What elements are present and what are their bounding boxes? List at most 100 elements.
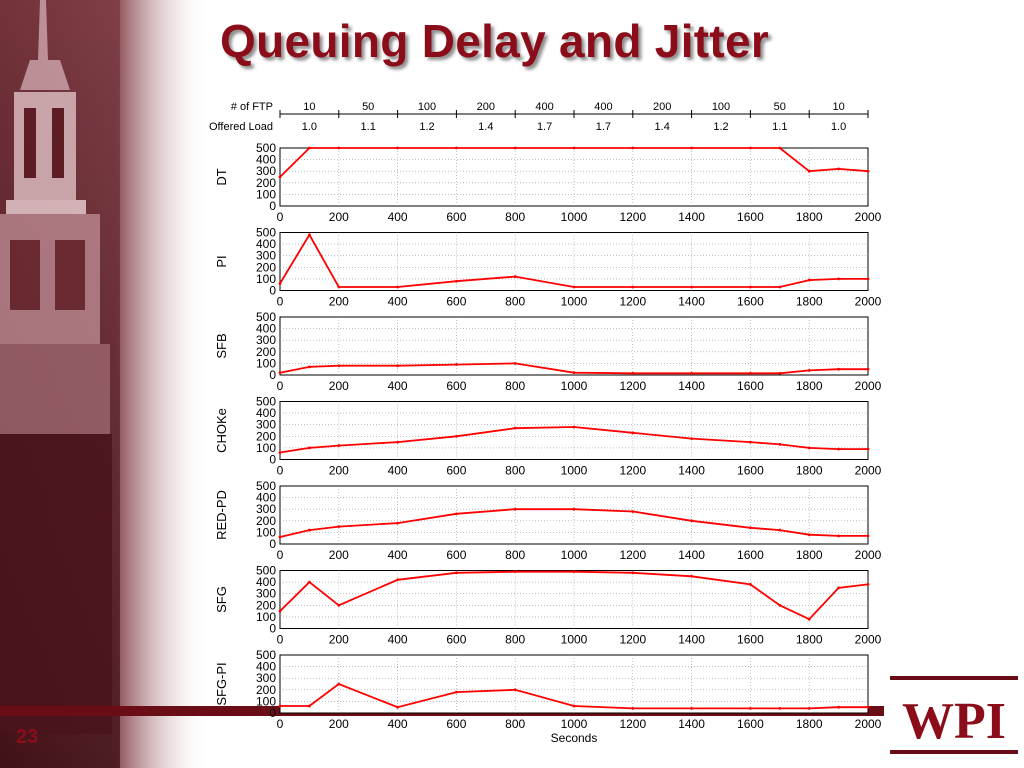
data-point	[513, 362, 517, 365]
x-tick-label: 1200	[619, 464, 646, 478]
x-tick-label: 600	[446, 464, 466, 478]
x-tick-label: 800	[505, 295, 525, 309]
data-point	[572, 570, 576, 574]
data-point	[572, 425, 576, 429]
data-point	[690, 371, 693, 375]
data-point	[690, 285, 693, 289]
x-tick-label: 1400	[678, 633, 705, 647]
x-tick-label: 2000	[855, 633, 882, 647]
tower-illustration	[0, 0, 112, 734]
x-tick-label: 400	[388, 548, 408, 562]
x-tick-label: 1200	[619, 295, 646, 309]
x-tick-label: 400	[388, 633, 408, 647]
x-tick-label: 1400	[678, 548, 705, 562]
header-cell-value: 50	[774, 101, 786, 113]
data-point	[749, 583, 752, 586]
x-tick-label: 1000	[561, 548, 588, 562]
panel-frame	[279, 232, 869, 291]
data-point	[807, 368, 811, 372]
y-tick-label: 0	[269, 622, 276, 636]
data-point	[278, 704, 282, 708]
y-tick-label: 100	[256, 356, 276, 370]
data-point	[513, 146, 517, 150]
panel-label: SFG	[214, 586, 229, 613]
y-tick-label: 200	[256, 260, 276, 274]
y-tick-label: 100	[256, 187, 276, 201]
x-tick-label: 200	[329, 295, 349, 309]
x-tick-label: 1600	[737, 717, 764, 731]
data-point	[866, 534, 870, 538]
data-point	[308, 446, 311, 450]
data-point	[513, 275, 517, 278]
header-cell-value: 400	[594, 101, 612, 113]
data-point	[866, 367, 870, 371]
x-tick-label: 1400	[678, 464, 705, 478]
x-tick-label: 2000	[855, 464, 882, 478]
data-point	[455, 363, 458, 366]
header-cell-value: 1.4	[478, 121, 493, 133]
data-point	[572, 146, 576, 150]
y-tick-label: 400	[256, 406, 276, 420]
header-cell-value: 1.4	[655, 121, 670, 133]
y-tick-label: 0	[269, 284, 276, 298]
x-tick-label: 600	[446, 633, 466, 647]
y-tick-label: 300	[256, 587, 276, 601]
data-point	[778, 528, 782, 532]
x-tick-label: 1600	[737, 633, 764, 647]
y-tick-label: 200	[256, 683, 276, 697]
x-tick-label: 600	[446, 210, 466, 224]
data-point	[690, 437, 693, 441]
data-point	[455, 512, 458, 516]
x-tick-label: 1800	[796, 379, 823, 393]
data-point	[337, 682, 341, 686]
data-point	[690, 146, 693, 150]
x-tick-label: 1200	[619, 379, 646, 393]
data-point	[278, 175, 282, 179]
x-tick-label: 1400	[678, 379, 705, 393]
data-point	[278, 371, 282, 375]
wpi-logo-text: WPI	[902, 693, 1006, 750]
data-point	[778, 146, 782, 150]
series-line	[279, 570, 869, 621]
data-point	[337, 525, 341, 528]
data-point	[837, 277, 840, 281]
y-tick-label: 500	[256, 564, 276, 578]
data-point	[278, 451, 282, 454]
y-tick-label: 0	[269, 368, 276, 382]
y-tick-label: 0	[269, 453, 276, 467]
series-line	[279, 362, 868, 375]
data-point	[778, 371, 782, 375]
x-tick-label: 1400	[678, 717, 705, 731]
data-point	[308, 365, 311, 369]
x-tick-label: 600	[446, 379, 466, 393]
x-tick-label: 0	[277, 633, 284, 647]
y-tick-label: 500	[256, 395, 276, 409]
y-tick-label: 100	[256, 610, 276, 624]
x-tick-label: 1200	[619, 548, 646, 562]
y-tick-label: 300	[256, 671, 276, 685]
y-tick-label: 500	[256, 141, 276, 155]
header-cell-value: 1.2	[419, 121, 434, 133]
panel-frame	[279, 147, 869, 207]
x-tick-label: 0	[277, 295, 284, 309]
data-point	[749, 706, 752, 710]
header-cell-value: 1.7	[596, 121, 611, 133]
data-point	[572, 285, 576, 289]
data-point	[866, 169, 870, 173]
x-tick-label: 0	[277, 379, 284, 393]
x-tick-label: 200	[329, 464, 349, 478]
data-point	[337, 146, 341, 150]
header-row-label: Offered Load	[209, 121, 273, 133]
data-point	[807, 533, 811, 537]
panel-frame	[279, 401, 869, 460]
y-tick-label: 400	[256, 153, 276, 167]
y-tick-label: 0	[269, 537, 276, 551]
panel-label: CHOKe	[214, 408, 229, 453]
data-point	[631, 146, 635, 150]
x-tick-label: 0	[277, 717, 284, 731]
